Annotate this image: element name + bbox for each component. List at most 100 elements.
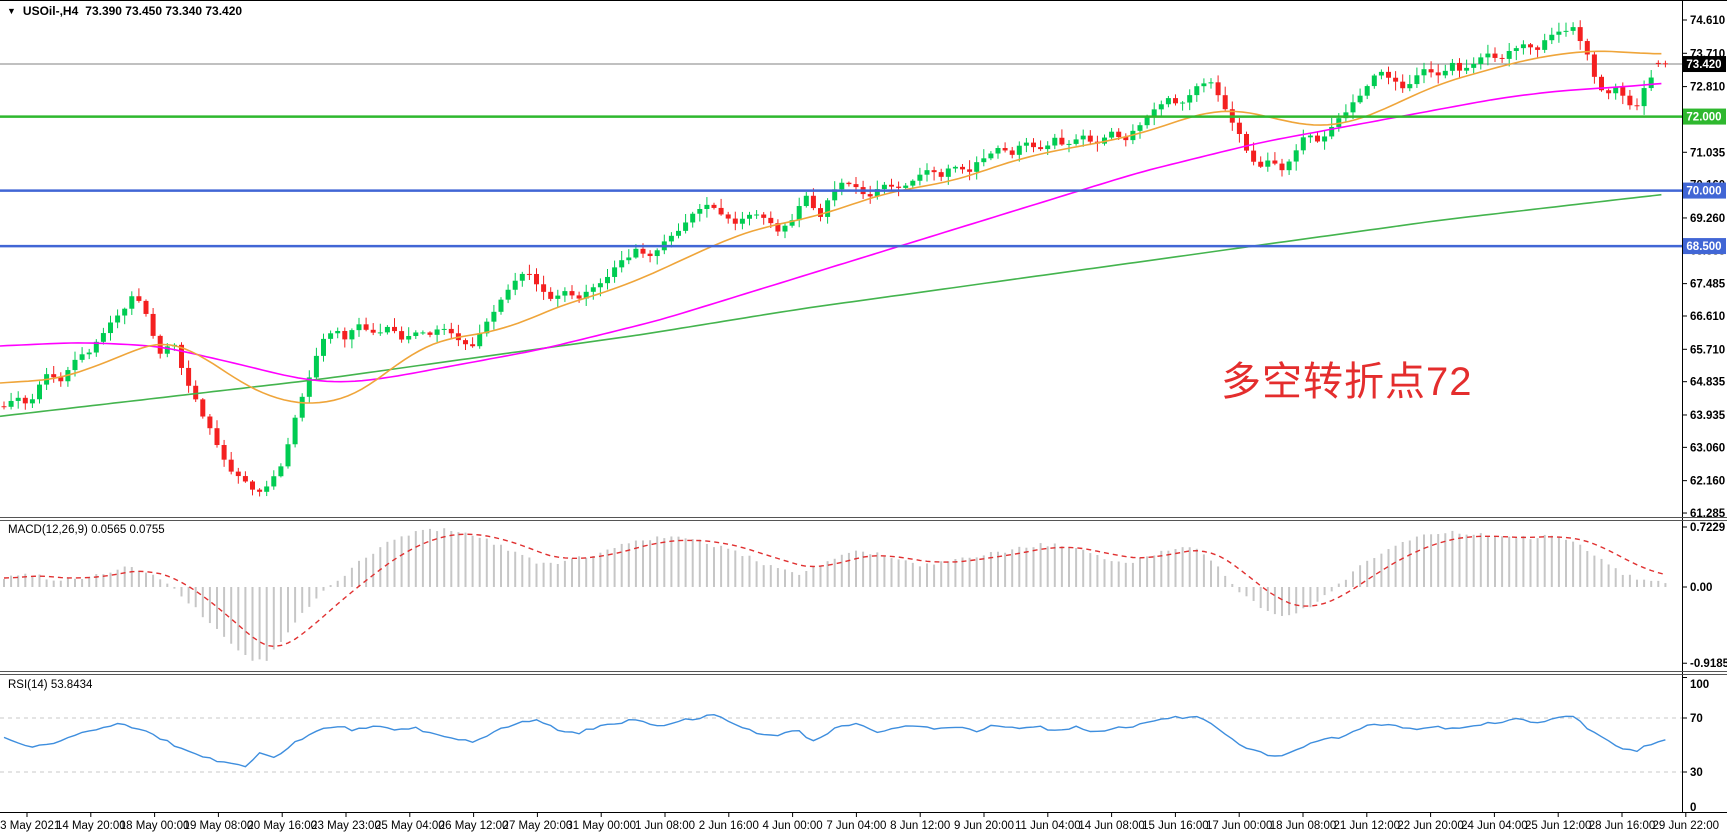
symbol-dropdown-icon[interactable]: ▼ — [7, 6, 16, 16]
candle-body — [1300, 137, 1306, 151]
time-tick-label[interactable]: 18 May 00:00 — [120, 820, 190, 832]
candle-body — [164, 346, 170, 354]
price-tick-label: 61.285 — [1690, 508, 1726, 520]
candle-body — [1613, 87, 1619, 94]
price-badge-label: 70.000 — [1686, 186, 1721, 198]
candle-body — [931, 170, 937, 173]
time-tick-label[interactable]: 27 May 20:00 — [503, 820, 573, 832]
candle-body — [79, 354, 85, 360]
time-tick-label[interactable]: 19 May 08:00 — [184, 820, 254, 832]
candle-body — [1549, 34, 1555, 41]
time-tick-label[interactable]: 7 Jun 04:00 — [826, 820, 886, 832]
time-tick-label[interactable]: 4 Jun 00:00 — [763, 820, 823, 832]
time-tick-label[interactable]: 28 Jun 16:00 — [1589, 820, 1656, 832]
candle-body — [1222, 95, 1228, 110]
candle-body — [1144, 117, 1150, 126]
candle-body — [1201, 83, 1207, 87]
price-tick-label: 67.485 — [1690, 279, 1726, 291]
candle-body — [1364, 86, 1370, 96]
time-tick-label[interactable]: 15 Jun 16:00 — [1142, 820, 1209, 832]
time-tick-label[interactable]: 14 May 20:00 — [56, 820, 126, 832]
time-tick-label[interactable]: 2 Jun 16:00 — [699, 820, 759, 832]
rsi-line — [3, 713, 1666, 768]
time-tick-label[interactable]: 23 May 23:00 — [311, 820, 381, 832]
price-tick-label: 74.610 — [1690, 15, 1725, 27]
candle-body — [1492, 53, 1498, 58]
time-tick-label[interactable]: 31 May 00:00 — [566, 820, 636, 832]
candle-body — [1286, 161, 1292, 171]
candle-body — [1371, 75, 1377, 87]
time-tick-label[interactable]: 1 Jun 08:00 — [635, 820, 695, 832]
candle-body — [881, 184, 887, 190]
price-badge-70.000 — [1683, 182, 1726, 199]
time-tick-label[interactable]: 18 Jun 08:00 — [1270, 820, 1337, 832]
candle-body — [484, 321, 490, 334]
price-badge-68.500 — [1683, 238, 1726, 255]
candle-body — [1662, 63, 1668, 65]
time-tick-label[interactable]: 11 Jun 04:00 — [1015, 820, 1081, 832]
candle-body — [1173, 98, 1178, 104]
candle-body — [576, 295, 582, 299]
candle-body — [1485, 53, 1491, 58]
candle-body — [1350, 102, 1356, 113]
candle-body — [640, 248, 646, 254]
candle-body — [377, 332, 383, 334]
candle-body — [1599, 76, 1604, 91]
time-tick-label[interactable]: 26 May 12:00 — [439, 820, 509, 832]
candle-body — [1591, 54, 1597, 77]
price-tick-label: 63.935 — [1690, 410, 1726, 422]
candle-body — [1066, 143, 1072, 145]
candle-body — [1606, 90, 1612, 94]
time-tick-label[interactable]: 13 May 2021 — [0, 820, 60, 832]
candle-body — [590, 287, 596, 292]
time-tick-label[interactable]: 17 Jun 00:00 — [1206, 820, 1273, 832]
candle-body — [221, 445, 227, 460]
candle-body — [711, 204, 717, 208]
time-tick-label[interactable]: 20 May 16:00 — [247, 820, 317, 832]
candle-body — [242, 476, 248, 482]
candle-body — [526, 273, 532, 275]
time-tick-label[interactable]: 22 Jun 20:00 — [1397, 820, 1464, 832]
time-tick-label[interactable]: 14 Jun 08:00 — [1078, 820, 1145, 832]
time-tick-label[interactable]: 21 Jun 12:00 — [1334, 820, 1401, 832]
ma-mid-line — [0, 82, 1662, 383]
symbol-period-label: USOil-,H4 — [22, 4, 79, 18]
candle-body — [1322, 136, 1328, 142]
price-tick-label: 64.835 — [1690, 377, 1726, 389]
candle-body — [874, 189, 880, 197]
candle-body — [718, 207, 724, 215]
candle-body — [1236, 122, 1242, 134]
candle-body — [58, 377, 64, 382]
candle-body — [1080, 135, 1086, 140]
candle-body — [1194, 86, 1200, 96]
candle-body — [1421, 69, 1427, 76]
candle-body — [420, 332, 426, 334]
candle-body — [1357, 95, 1363, 103]
macd-signal-line — [3, 533, 1666, 648]
candle-body — [200, 399, 206, 417]
candle-body — [406, 335, 412, 340]
candle-body — [1279, 163, 1285, 171]
candle-body — [1272, 160, 1278, 164]
time-tick-label[interactable]: 8 Jun 12:00 — [890, 820, 950, 832]
time-tick-label[interactable]: 25 Jun 12:00 — [1525, 820, 1592, 832]
candle-body — [1158, 104, 1164, 110]
candle-body — [335, 330, 341, 334]
time-tick-label[interactable]: 25 May 04:00 — [375, 820, 445, 832]
candle-body — [427, 332, 433, 335]
candle-body — [1464, 67, 1470, 71]
candle-body — [676, 230, 681, 236]
time-tick-label[interactable]: 9 Jun 20:00 — [954, 820, 1014, 832]
candle-body — [22, 397, 28, 404]
candle-body — [306, 377, 312, 397]
candle-body — [186, 367, 192, 386]
candle-body — [72, 359, 78, 371]
time-tick-label[interactable]: 24 Jun 04:00 — [1461, 820, 1528, 832]
candle-body — [392, 326, 397, 332]
candle-body — [1023, 142, 1029, 146]
time-tick-label[interactable]: 29 Jun 22:00 — [1653, 820, 1720, 832]
ohlc-readout: 73.390 73.450 73.340 73.420 — [85, 4, 243, 18]
candle-body — [86, 352, 92, 355]
